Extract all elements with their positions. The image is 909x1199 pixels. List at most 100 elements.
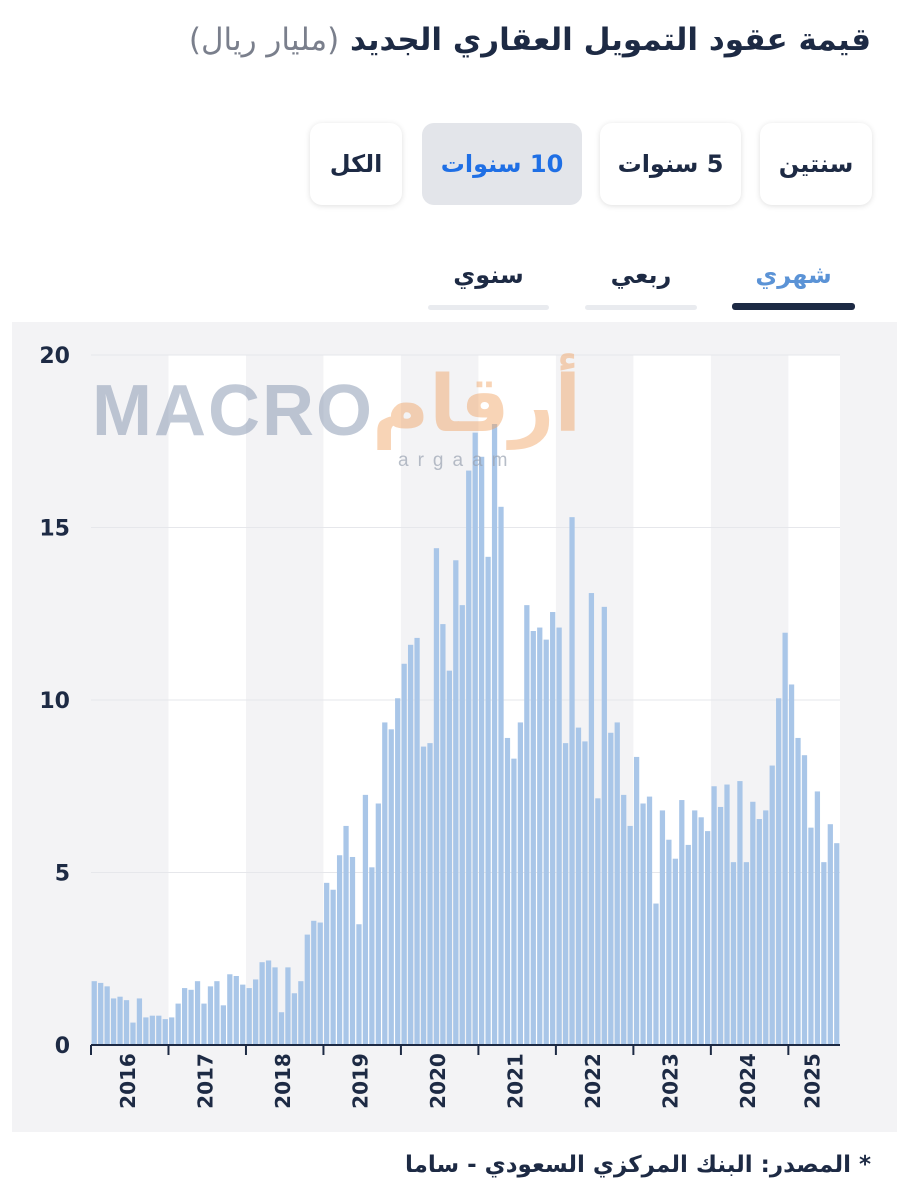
tab-quarterly-label: ربعي <box>610 261 672 289</box>
bar <box>698 817 704 1045</box>
bar <box>253 979 259 1045</box>
chart-title-main: قيمة عقود التمويل العقاري الجديد <box>349 22 871 58</box>
bar <box>750 801 756 1045</box>
tab-quarterly[interactable]: ربعي <box>585 255 697 310</box>
bar <box>646 796 653 1045</box>
bar <box>240 984 246 1045</box>
bar <box>162 1019 168 1045</box>
bar <box>633 756 640 1045</box>
bar <box>827 824 833 1045</box>
bar <box>608 732 614 1045</box>
bar <box>194 981 201 1045</box>
bar <box>724 784 730 1045</box>
bar <box>814 791 821 1045</box>
bar <box>420 746 427 1045</box>
bar <box>537 627 543 1045</box>
bar <box>143 1017 149 1045</box>
bar <box>562 743 569 1045</box>
bar <box>627 825 633 1045</box>
bar <box>169 1017 175 1045</box>
bar <box>330 889 336 1045</box>
bar <box>110 998 117 1045</box>
bar <box>498 506 504 1045</box>
bar <box>369 867 375 1045</box>
bar <box>808 827 814 1045</box>
x-tick-label: 2024 <box>736 1053 760 1109</box>
bar <box>98 982 104 1045</box>
bar <box>433 548 440 1045</box>
bar <box>201 1003 207 1045</box>
bar <box>550 612 556 1045</box>
bar <box>459 605 465 1045</box>
x-tick-label: 2018 <box>271 1053 295 1109</box>
bar <box>304 934 310 1045</box>
bar <box>466 470 472 1045</box>
bar <box>136 998 143 1045</box>
argaam-watermark-sub: argaam <box>398 450 517 471</box>
tab-monthly[interactable]: شهري <box>732 255 855 310</box>
bar <box>324 882 330 1045</box>
bar <box>214 981 220 1045</box>
bar <box>601 606 607 1045</box>
range-button-all[interactable]: الكل <box>310 123 402 205</box>
bar <box>666 839 672 1045</box>
bar <box>569 517 575 1045</box>
bar <box>517 722 524 1045</box>
bar <box>382 722 388 1045</box>
x-tick-label: 2020 <box>426 1053 450 1109</box>
bar <box>556 627 562 1045</box>
bar <box>265 960 272 1045</box>
range-button-label: 5 سنوات <box>617 150 724 178</box>
bar <box>479 456 485 1045</box>
bar <box>582 741 588 1045</box>
bar <box>117 996 123 1045</box>
bar <box>679 800 685 1045</box>
bar <box>291 993 298 1045</box>
bar <box>659 810 666 1045</box>
bar <box>123 1000 130 1045</box>
bar <box>530 631 536 1045</box>
bar <box>756 819 762 1045</box>
bar <box>285 967 291 1045</box>
y-tick-label: 20 <box>39 344 70 369</box>
x-tick-label: 2021 <box>504 1053 528 1109</box>
bar <box>446 670 452 1045</box>
bar <box>801 755 808 1045</box>
x-tick-label: 2019 <box>349 1053 373 1109</box>
range-button-label: الكل <box>329 150 383 178</box>
range-button-five-years[interactable]: 5 سنوات <box>600 123 741 205</box>
bar <box>543 639 549 1045</box>
bar <box>407 644 414 1045</box>
bar <box>246 988 252 1045</box>
bar <box>104 986 110 1045</box>
bar <box>278 1012 285 1045</box>
bar <box>414 637 420 1045</box>
bar <box>440 624 446 1045</box>
bar <box>175 1003 181 1045</box>
x-tick-label: 2025 <box>801 1053 825 1109</box>
tab-yearly[interactable]: سنوي <box>428 255 549 310</box>
bar <box>743 862 750 1045</box>
bar <box>472 432 478 1045</box>
bar-chart: 0 5 10 15 20 2016 2017 2018 2019 2020 2021 2022 2023… <box>39 344 840 1109</box>
argaam-watermark: أرقام <box>372 360 582 450</box>
bar <box>717 806 724 1045</box>
tab-monthly-label: شهري <box>755 261 832 289</box>
bar <box>362 794 369 1045</box>
bar <box>311 920 317 1045</box>
bar <box>511 758 517 1045</box>
bar <box>588 593 595 1045</box>
bar <box>395 698 401 1045</box>
bar <box>453 560 459 1045</box>
bar <box>504 737 511 1045</box>
bar <box>91 981 97 1045</box>
bar <box>356 924 362 1045</box>
bar <box>763 810 769 1045</box>
y-tick-label: 5 <box>55 862 70 887</box>
bar <box>130 1022 136 1045</box>
range-button-ten-years[interactable]: 10 سنوات <box>422 123 582 205</box>
bar <box>485 556 491 1045</box>
bar <box>834 843 840 1045</box>
range-button-two-years[interactable]: سنتين <box>760 123 872 205</box>
bar <box>336 855 343 1045</box>
